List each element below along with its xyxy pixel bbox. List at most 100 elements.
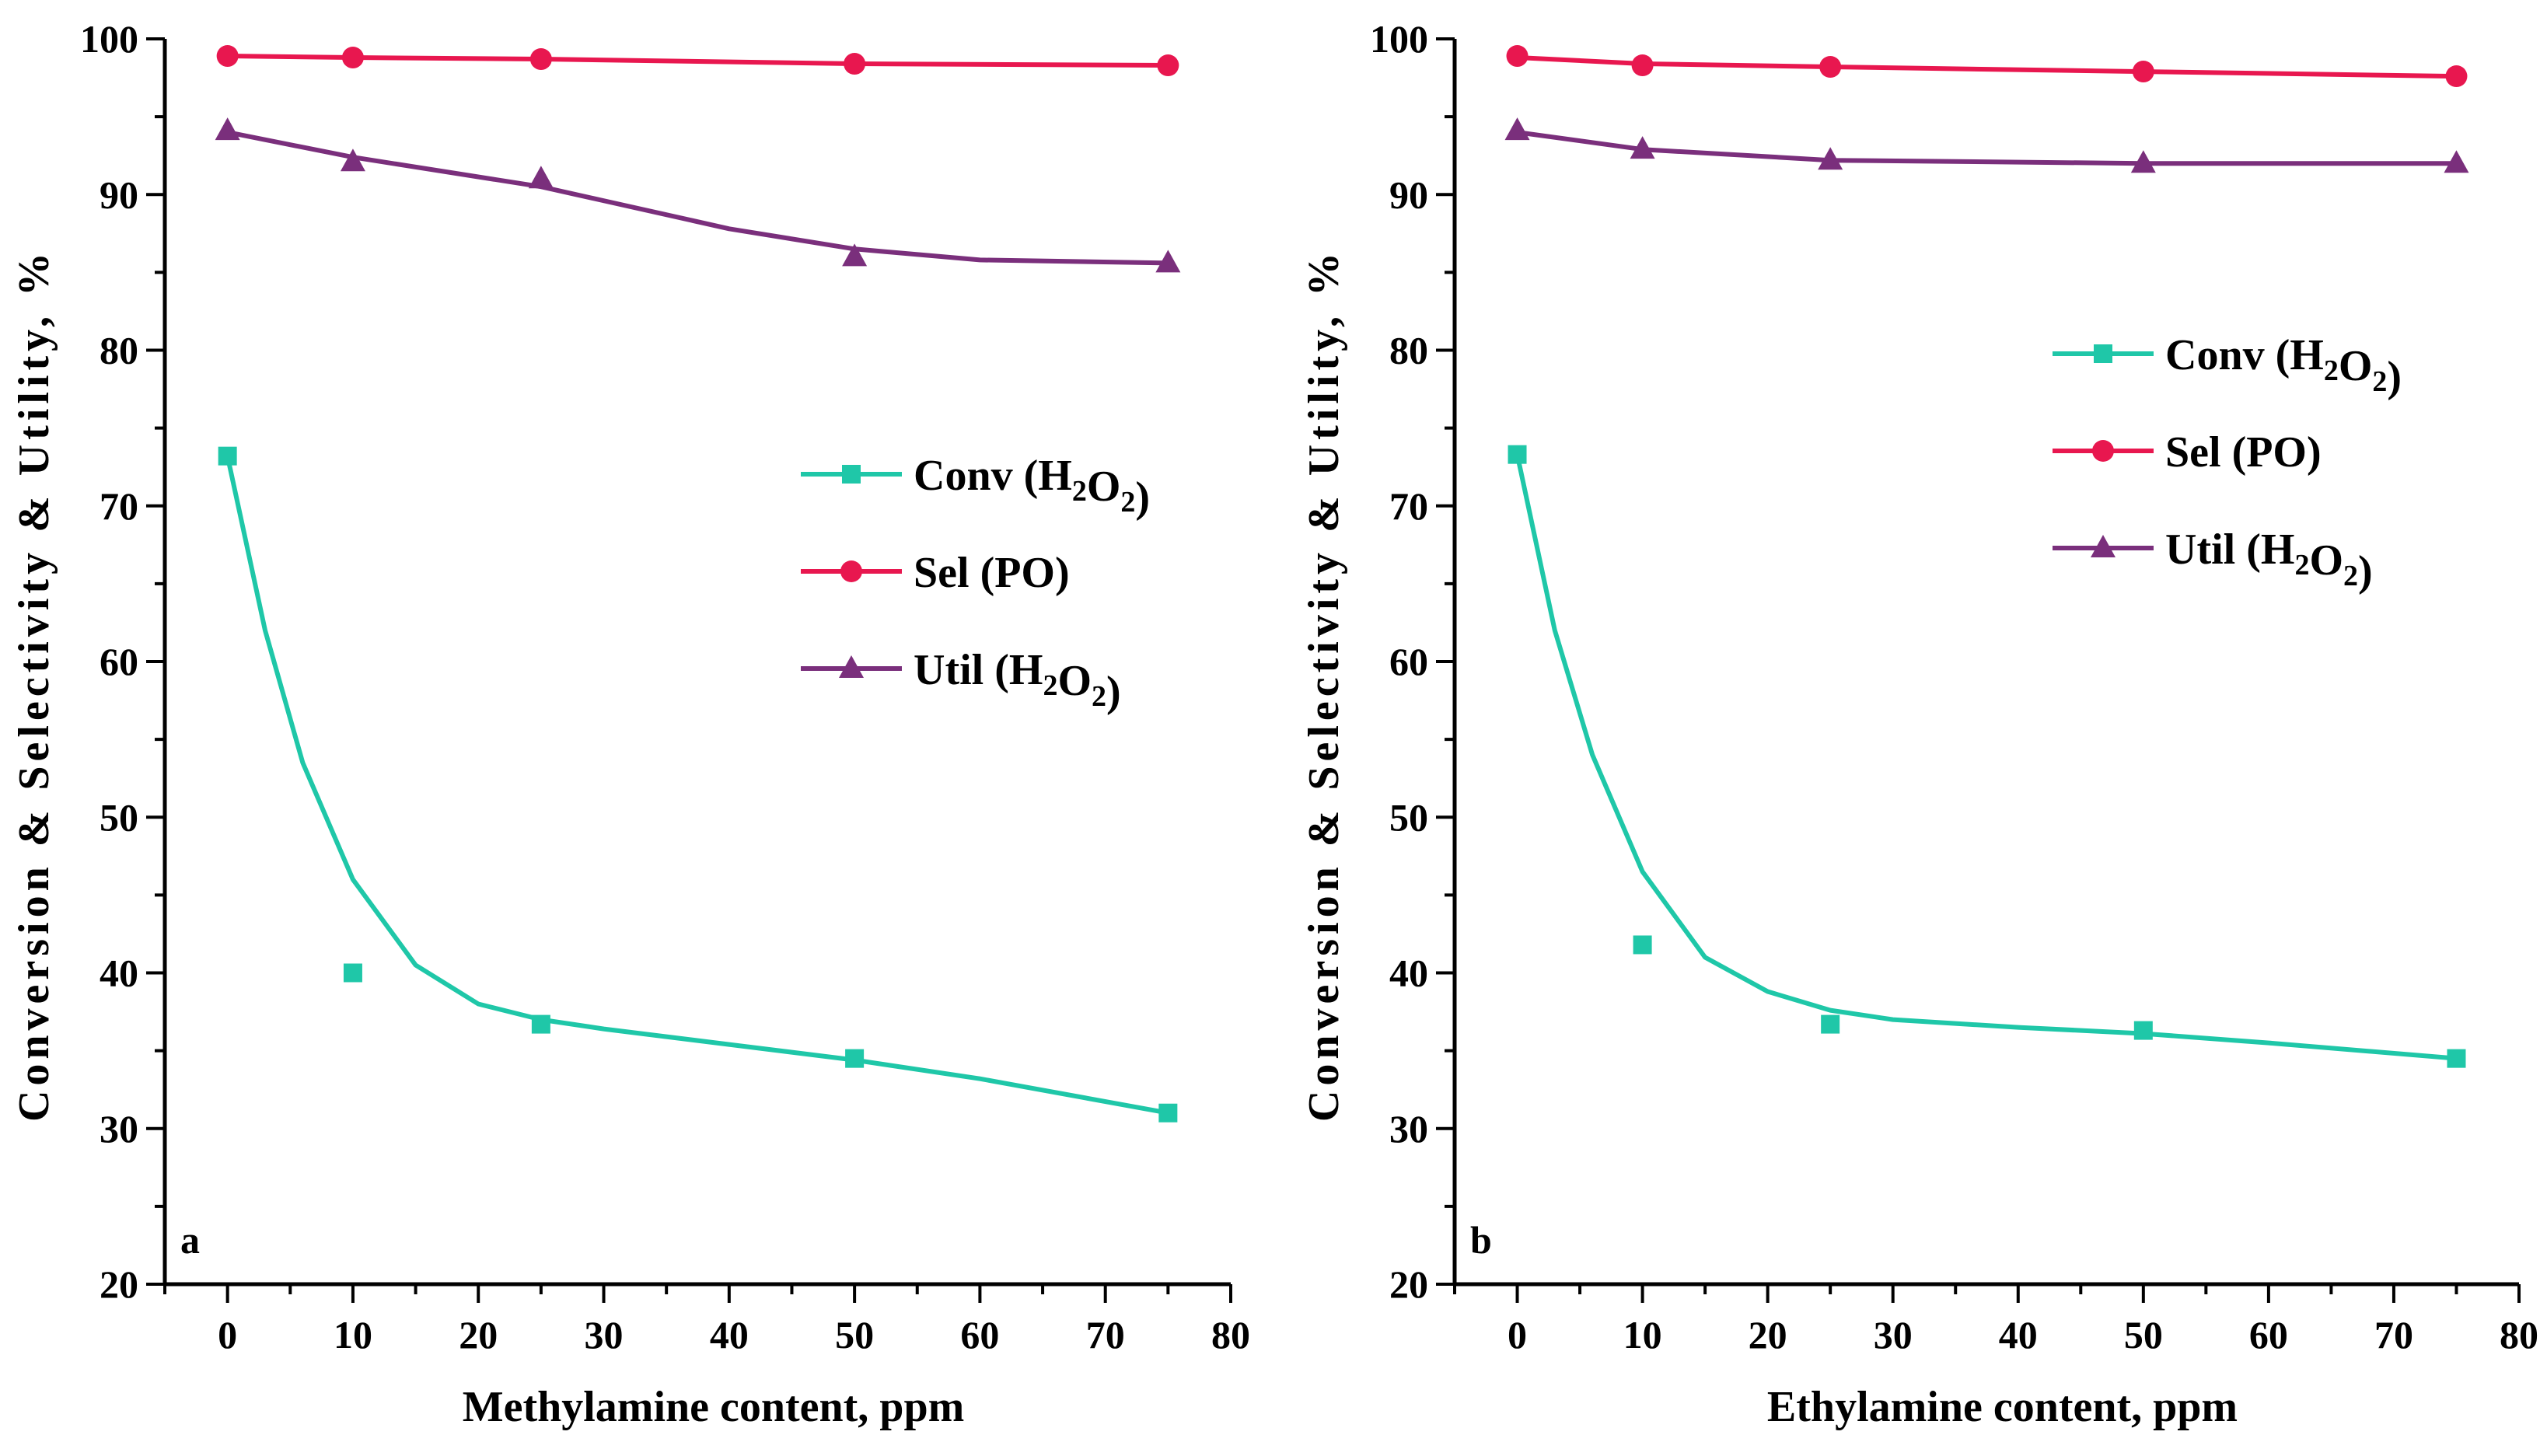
legend-formula-part: O <box>1057 657 1092 705</box>
panel-label: b <box>1470 1218 1492 1262</box>
legend-label-conv: Conv (H2O2) <box>914 452 1150 522</box>
data-point-conv <box>2447 1049 2466 1068</box>
legend-marker-util <box>2091 535 2116 557</box>
fit-curve-sel <box>1517 55 2457 79</box>
data-point-util <box>2444 150 2469 173</box>
panel-a: 0 10 20 30 40 50 60 70 80 20 30 40 50 60 70 80 90 100 Meth… <box>10 17 1250 1431</box>
fit-curve-conv <box>225 456 1169 1116</box>
y-tick-label: 40 <box>1389 951 1428 995</box>
x-tick-label: 70 <box>2374 1313 2413 1356</box>
legend-formula-part: O <box>2309 536 2343 585</box>
data-point-sel <box>1819 56 1842 79</box>
legend-name: Sel <box>914 549 970 597</box>
legend-paren-close: ) <box>2358 547 2373 595</box>
legend-formula-part: H <box>1009 646 1043 694</box>
y-tick-label: 100 <box>80 17 138 61</box>
data-point-conv <box>1158 1103 1178 1123</box>
data-point-conv <box>1821 1014 1840 1034</box>
x-axis-title: Ethylamine content, ppm <box>1767 1383 2238 1431</box>
data-point-sel <box>1631 54 1654 77</box>
legend-paren-close: ) <box>2307 428 2322 477</box>
data-point-util <box>1155 250 1181 273</box>
y-axis-title: Conversion & Selectivity & Utility, % <box>10 248 58 1122</box>
data-point-util <box>340 148 365 172</box>
legend-paren-open: ( <box>2221 428 2247 477</box>
legend-paren-open: ( <box>1013 452 1039 500</box>
x-tick-label: 30 <box>585 1313 624 1356</box>
legend-paren-open: ( <box>2265 331 2290 379</box>
legend-marker-conv <box>842 465 861 484</box>
legend-paren-open: ( <box>2235 525 2261 574</box>
y-tick-label: 70 <box>100 484 138 528</box>
y-tick-label: 90 <box>1389 173 1428 216</box>
y-tick-label: 50 <box>1389 795 1428 839</box>
data-point-util <box>2130 150 2156 173</box>
y-tick-label: 20 <box>1389 1262 1428 1306</box>
data-point-sel <box>1157 54 1179 77</box>
x-tick-label: 60 <box>2249 1313 2288 1356</box>
data-point-util <box>528 166 554 189</box>
y-tick-label: 50 <box>100 795 138 839</box>
x-tick-label: 50 <box>835 1313 874 1356</box>
y-tick-label: 40 <box>100 951 138 995</box>
legend-paren-name: PO <box>2246 428 2307 477</box>
data-point-util <box>1818 147 1843 170</box>
legend-name: Util <box>914 646 984 694</box>
legend-formula-part: H <box>2290 331 2324 379</box>
y-axis-title: Conversion & Selectivity & Utility, % <box>1300 248 1348 1122</box>
x-tick-label: 30 <box>1874 1313 1913 1356</box>
legend-subscript: 2 <box>2372 365 2387 398</box>
data-point-util <box>842 243 868 267</box>
legend-marker-sel <box>2092 440 2114 462</box>
data-point-conv <box>845 1049 865 1068</box>
panel-label: a <box>180 1218 200 1262</box>
legend-marker-sel <box>840 560 862 582</box>
legend-name: Util <box>2165 525 2235 574</box>
legend-name: Sel <box>2165 428 2221 477</box>
x-tick-label: 50 <box>2124 1313 2163 1356</box>
data-point-conv <box>343 963 362 983</box>
x-tick-label: 60 <box>960 1313 999 1356</box>
fit-curve-util <box>227 130 1169 266</box>
y-tick-label: 30 <box>1389 1107 1428 1150</box>
legend-label-util: Util (H2O2) <box>2165 525 2373 595</box>
data-point-sel <box>844 53 866 75</box>
fit-curve-util <box>1517 130 2457 166</box>
x-tick-label: 40 <box>710 1313 749 1356</box>
legend-subscript: 2 <box>1120 486 1135 519</box>
legend-subscript: 2 <box>1043 669 1057 702</box>
legend-formula-part: H <box>1038 452 1072 500</box>
x-tick-label: 80 <box>2500 1313 2538 1356</box>
x-tick-label: 0 <box>1508 1313 1527 1356</box>
legend-paren-close: ) <box>1055 549 1070 597</box>
y-tick-label: 80 <box>100 329 138 372</box>
data-point-util <box>1504 117 1530 141</box>
legend-paren-open: ( <box>984 646 1009 694</box>
y-tick-label: 70 <box>1389 484 1428 528</box>
data-point-conv <box>1633 935 1652 955</box>
legend-subscript: 2 <box>2294 549 2309 581</box>
x-tick-label: 80 <box>1211 1313 1250 1356</box>
legend-subscript: 2 <box>1092 680 1106 713</box>
y-tick-label: 30 <box>100 1107 138 1150</box>
x-axis-title: Methylamine content, ppm <box>463 1383 965 1431</box>
data-point-sel <box>1506 45 1529 68</box>
data-point-conv <box>531 1014 550 1034</box>
legend-subscript: 2 <box>1072 475 1087 508</box>
legend-paren-close: ) <box>2387 353 2402 401</box>
legend-paren-close: ) <box>1135 473 1150 522</box>
data-point-util <box>215 117 240 141</box>
data-point-conv <box>218 446 237 466</box>
legend-name: Conv <box>2165 331 2265 379</box>
legend-label-util: Util (H2O2) <box>914 646 1121 716</box>
legend-marker-conv <box>2094 344 2112 363</box>
legend-formula-part: O <box>1087 463 1121 511</box>
x-tick-label: 40 <box>1999 1313 2038 1356</box>
legend-subscript: 2 <box>2343 560 2358 592</box>
x-tick-label: 0 <box>218 1313 237 1356</box>
y-tick-label: 60 <box>1389 640 1428 683</box>
data-point-sel <box>2132 61 2154 83</box>
fit-curve-conv <box>1515 454 2457 1061</box>
legend-marker-util <box>839 655 864 678</box>
